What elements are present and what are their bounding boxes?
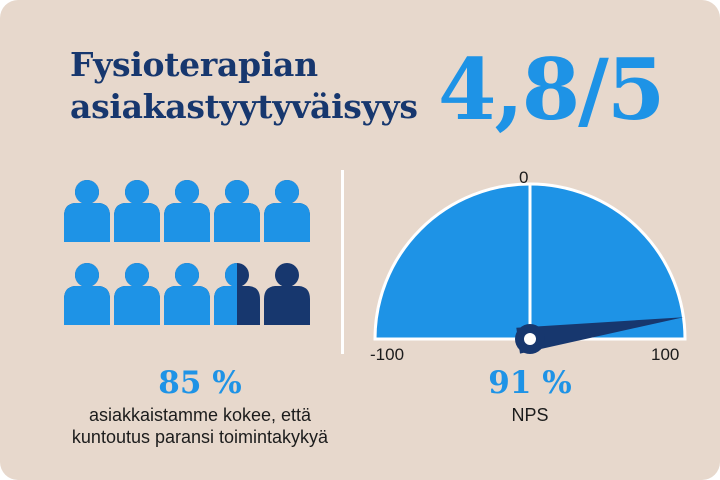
gauge-needle <box>516 317 684 354</box>
section-divider <box>341 170 344 354</box>
gauge-hub-dot <box>524 333 536 345</box>
gauge-mid-label: 0 <box>519 168 529 187</box>
people-caption-line-1: asiakkaistamme kokee, että <box>88 405 312 425</box>
gauge-min-label: -100 <box>370 345 405 364</box>
nps-caption: NPS <box>511 405 549 425</box>
title-line-1: Fysioterapian <box>70 45 318 84</box>
page-title: Fysioterapian asiakastyytyväisyys <box>70 44 418 128</box>
title-line-2: asiakastyytyväisyys <box>70 87 418 126</box>
people-caption-line-2: kuntoutus paransi toimintakykyä <box>71 427 329 447</box>
satisfaction-score: 4,8/5 <box>438 40 665 139</box>
nps-value: 91 % <box>488 365 572 401</box>
people-caption: asiakkaistamme kokee, että kuntoutus par… <box>40 404 360 448</box>
gauge-max-label: 100 <box>651 345 680 364</box>
people-percent: 85 % <box>158 365 242 401</box>
